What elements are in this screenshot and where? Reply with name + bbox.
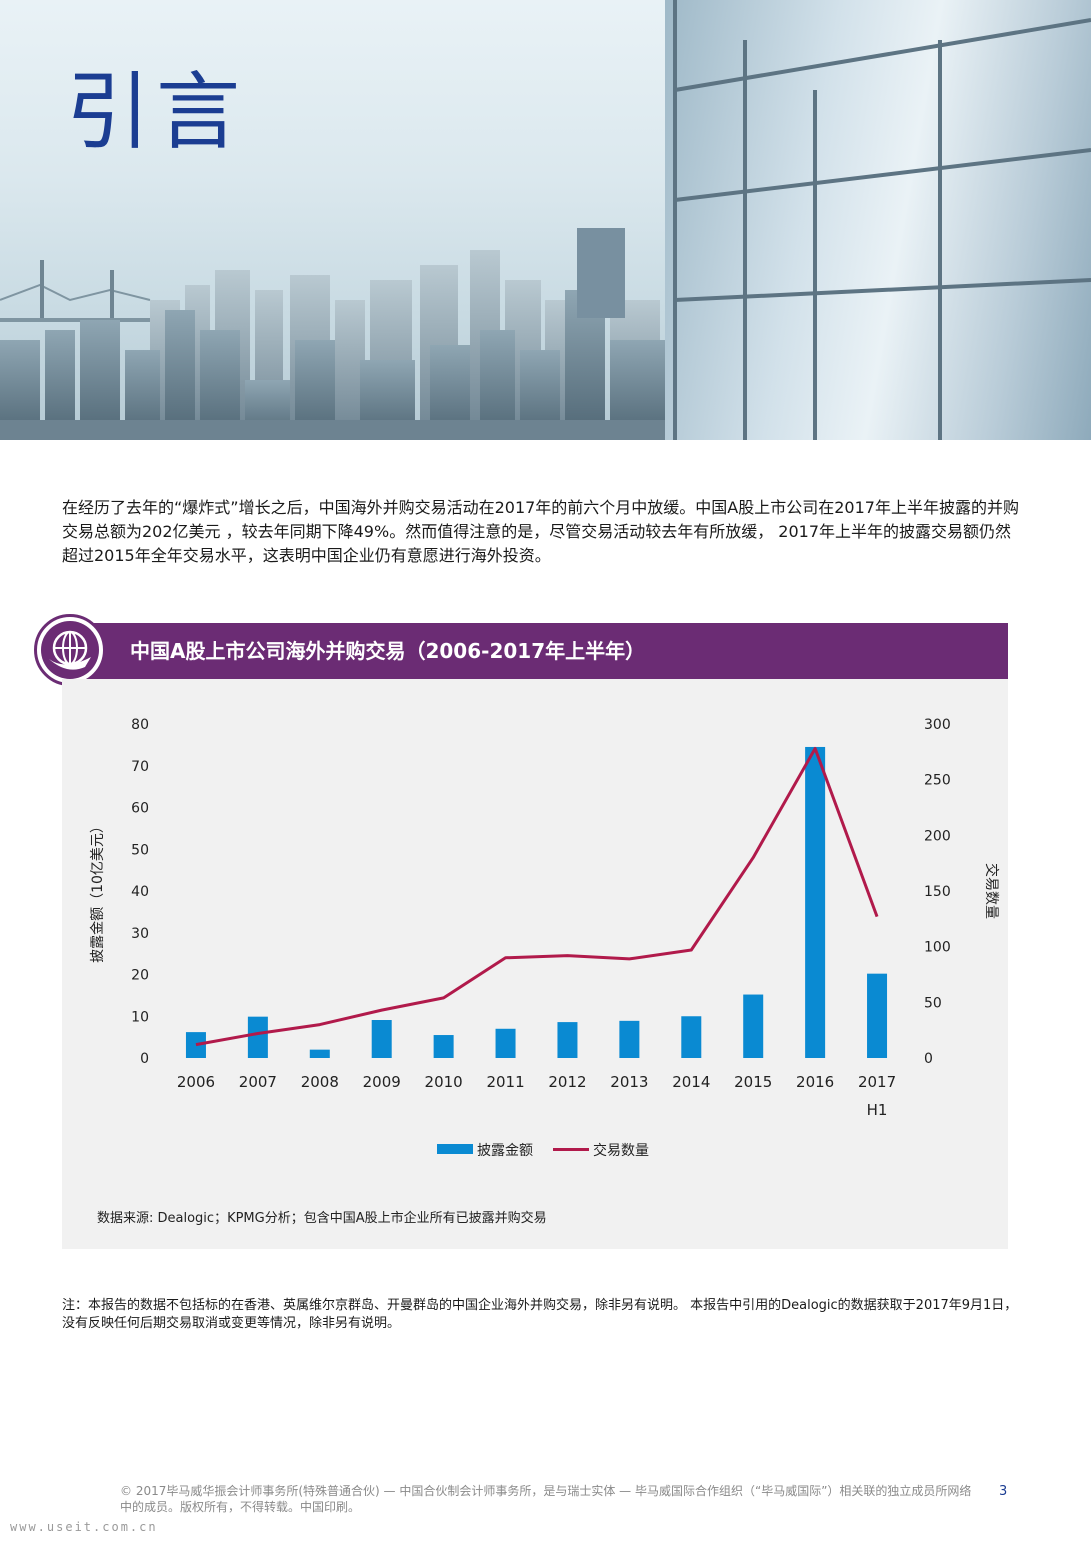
- x-tick-label: 2006: [177, 1073, 215, 1091]
- watermark: www.useit.com.cn: [10, 1520, 158, 1534]
- hero-banner: 引言: [0, 0, 1091, 440]
- report-note: 注：本报告的数据不包括标的在香港、英属维尔京群岛、开曼群岛的中国企业海外并购交易…: [62, 1298, 1018, 1331]
- series-line-deal-count: [195, 746, 879, 1047]
- bar-2011: [495, 1028, 516, 1058]
- glass-facade-image: [665, 0, 1091, 440]
- x-tick-label: 2008: [301, 1073, 339, 1091]
- y-tick-label: 30: [131, 926, 149, 942]
- page-number: 3: [999, 1484, 1008, 1499]
- chart-source: 数据来源: Dealogic；KPMG分析；包含中国A股上市企业所有已披露并购交…: [97, 1211, 547, 1226]
- y-tick-label: 60: [131, 801, 149, 817]
- legend-label-count: 交易数量: [593, 1143, 649, 1159]
- city-skyline-image: [0, 228, 665, 440]
- chart-title: 中国A股上市公司海外并购交易（2006-2017年上半年）: [130, 639, 646, 663]
- y-tick-label: 50: [131, 842, 149, 858]
- chart-svg: 0 10 20 30 40 50 60 70 80 0 50 100 150 200 250 300 披露金额（…: [90, 717, 1000, 1119]
- x-tick-label: 2015: [734, 1073, 772, 1091]
- bar-2017: [867, 973, 888, 1058]
- bar-2015: [743, 994, 764, 1058]
- y2-tick-label: 50: [924, 995, 942, 1011]
- y2-tick-label: 150: [924, 884, 951, 900]
- x-tick-label: 2011: [486, 1073, 524, 1091]
- chart-header-bar: [62, 623, 1008, 679]
- x-tick-label: 2016: [796, 1073, 834, 1091]
- x-tick-label: 2007: [239, 1073, 277, 1091]
- legend-label-amount: 披露金额: [477, 1143, 533, 1159]
- bar-2006: [185, 1032, 206, 1058]
- x-tick-label: 2017: [858, 1073, 896, 1091]
- y2-tick-label: 250: [924, 773, 951, 789]
- legend-swatch-bar: [437, 1144, 473, 1154]
- y2-tick-label: 300: [924, 717, 951, 733]
- y-tick-label: 0: [140, 1051, 149, 1067]
- x-tick-label: 2013: [610, 1073, 648, 1091]
- chart-panel: [62, 679, 1008, 1249]
- legend-swatch-line: [553, 1148, 589, 1151]
- y-tick-label: 80: [131, 717, 149, 733]
- y-axis-label: 披露金额（10亿美元）: [90, 819, 106, 963]
- x-tick-label: 2010: [425, 1073, 463, 1091]
- y-tick-label: 70: [131, 759, 149, 775]
- bar-2016: [805, 746, 826, 1058]
- y2-tick-label: 0: [924, 1051, 933, 1067]
- bar-2008: [309, 1049, 330, 1058]
- bar-2014: [681, 1016, 702, 1058]
- x-tick-label: 2012: [548, 1073, 586, 1091]
- y2-tick-label: 200: [924, 828, 951, 844]
- x-tick-label: 2014: [672, 1073, 710, 1091]
- globe-icon: [41, 621, 99, 679]
- y-tick-label: 10: [131, 1009, 149, 1025]
- y-tick-label: 40: [131, 884, 149, 900]
- page-title: 引言: [66, 63, 247, 161]
- bar-2010: [433, 1035, 454, 1058]
- footer-copyright: © 2017毕马威华振会计师事务所(特殊普通合伙) — 中国合伙制会计师事务所，…: [120, 1484, 972, 1514]
- bar-2007: [247, 1016, 268, 1058]
- bar-2012: [557, 1022, 578, 1058]
- y-tick-label: 20: [131, 968, 149, 984]
- y2-tick-label: 100: [924, 940, 951, 956]
- intro-paragraph: 在经历了去年的“爆炸式”增长之后，中国海外并购交易活动在2017年的前六个月中放…: [62, 498, 1019, 565]
- x-tick-sublabel: H1: [867, 1101, 888, 1119]
- bar-2009: [371, 1020, 392, 1058]
- x-tick-label: 2009: [363, 1073, 401, 1091]
- bar-2013: [619, 1020, 640, 1058]
- y2-axis-label: 交易数量: [983, 863, 1000, 919]
